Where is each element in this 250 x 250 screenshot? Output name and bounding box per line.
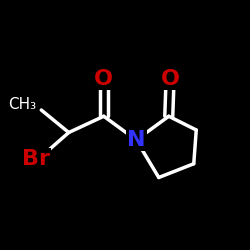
Text: Br: Br — [22, 149, 50, 169]
Text: O: O — [94, 69, 113, 89]
Text: N: N — [127, 130, 146, 150]
Text: CH₃: CH₃ — [8, 98, 36, 112]
Text: O: O — [160, 69, 180, 89]
